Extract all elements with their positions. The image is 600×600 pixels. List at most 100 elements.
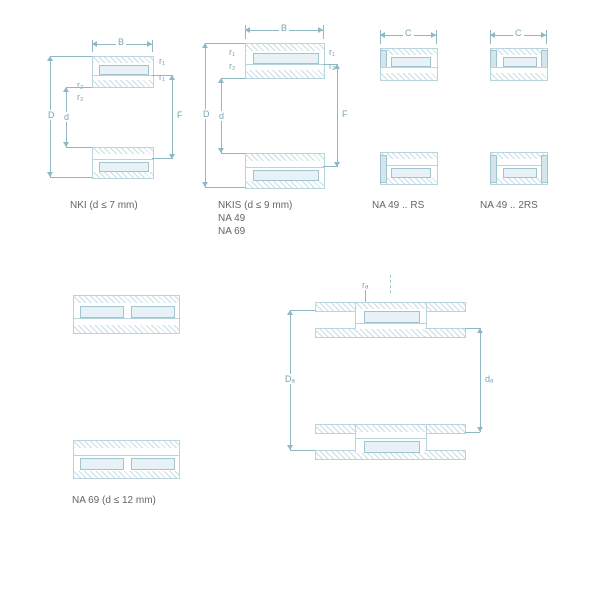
hatch bbox=[74, 296, 179, 303]
hatch bbox=[381, 49, 437, 55]
outer-ring-bot bbox=[355, 438, 427, 460]
dim-ext bbox=[323, 64, 337, 65]
caption-nkis-sub1: NA 49 bbox=[218, 213, 245, 224]
dim-ext bbox=[323, 25, 324, 39]
dim-ext bbox=[365, 290, 366, 302]
dim-arrow bbox=[147, 41, 152, 47]
dim-ext bbox=[50, 177, 92, 178]
hatch bbox=[316, 303, 356, 311]
hatch bbox=[425, 329, 465, 337]
hatch bbox=[425, 451, 465, 459]
dim-label-D: D bbox=[46, 110, 57, 120]
hatch bbox=[246, 44, 324, 51]
inner-ring-bot bbox=[380, 152, 438, 166]
dim-ext bbox=[290, 450, 315, 451]
dim-ext bbox=[465, 432, 480, 433]
dim-label-Da: Dₐ bbox=[283, 374, 297, 384]
dim-label-r2: r₂ bbox=[227, 61, 238, 71]
dim-ext bbox=[152, 75, 172, 76]
roller bbox=[253, 170, 319, 181]
inner-ring-top bbox=[380, 67, 438, 81]
inner-ring-bot bbox=[245, 153, 325, 168]
dim-ext bbox=[290, 310, 315, 311]
shaft-bot-r bbox=[425, 424, 466, 434]
dim-label-r1b: r₁ bbox=[157, 72, 167, 82]
dim-arrow bbox=[431, 32, 436, 38]
dim-ext bbox=[221, 78, 245, 79]
hatch bbox=[74, 325, 179, 333]
shoulder-top-l bbox=[315, 302, 356, 312]
dim-ext bbox=[152, 158, 172, 159]
outer-ring-top bbox=[380, 48, 438, 68]
dim-ext bbox=[66, 147, 92, 148]
roller bbox=[364, 441, 420, 453]
hatch bbox=[425, 303, 465, 311]
dim-arrow bbox=[245, 27, 250, 33]
caption-na49-rs: NA 49 .. RS bbox=[372, 200, 424, 211]
outer-ring-top bbox=[73, 295, 180, 319]
inner-ring-bot bbox=[490, 152, 548, 166]
roller bbox=[503, 168, 537, 178]
caption-nkis-sub2: NA 69 bbox=[218, 226, 245, 237]
outer-ring-top bbox=[490, 48, 548, 68]
diagram-abutment: rₐ Dₐ bbox=[280, 280, 490, 485]
dim-label-D: D bbox=[201, 109, 212, 119]
outer-ring-bot bbox=[92, 159, 154, 179]
roller bbox=[503, 57, 537, 67]
inner-ring-top bbox=[73, 318, 180, 334]
roller bbox=[131, 306, 175, 318]
hatch bbox=[93, 80, 153, 87]
roller bbox=[99, 162, 149, 172]
inner-ring-top bbox=[92, 75, 154, 88]
shaft-top-l bbox=[315, 328, 356, 338]
roller bbox=[80, 306, 124, 318]
dim-ext bbox=[465, 328, 480, 329]
dim-label-d: d bbox=[217, 111, 226, 121]
dim-label-B: B bbox=[116, 37, 126, 47]
hatch bbox=[74, 441, 179, 448]
dim-arrow bbox=[490, 32, 495, 38]
center-line bbox=[390, 275, 391, 293]
hatch bbox=[316, 451, 356, 459]
diagram-nki-d7: B r₁ r₁ r₂ r₂ D F d bbox=[50, 40, 190, 190]
dim-ext bbox=[50, 56, 92, 57]
dim-ext bbox=[205, 43, 245, 44]
shoulder-bot-l bbox=[315, 450, 356, 460]
dim-ext bbox=[436, 30, 437, 44]
hatch bbox=[381, 73, 437, 80]
hatch bbox=[316, 329, 356, 337]
hatch bbox=[356, 425, 426, 432]
dim-label-ra: rₐ bbox=[360, 280, 370, 290]
dim-label-r1: r₁ bbox=[157, 56, 167, 66]
roller bbox=[391, 168, 431, 178]
outer-ring-bot bbox=[490, 165, 548, 185]
inner-ring-bot bbox=[73, 440, 180, 456]
caption-na49-2rs: NA 49 .. 2RS bbox=[480, 200, 538, 211]
dim-label-F: F bbox=[175, 110, 185, 120]
inner-ring-top bbox=[245, 64, 325, 79]
dim-label-r2: r₂ bbox=[75, 80, 86, 90]
hatch bbox=[491, 49, 547, 55]
hatch bbox=[381, 178, 437, 184]
dim-arrow bbox=[541, 32, 546, 38]
caption-na69-d12: NA 69 (d ≤ 12 mm) bbox=[72, 495, 156, 506]
dim-ext bbox=[152, 40, 153, 52]
outer-ring-top bbox=[92, 56, 154, 76]
diagram-na69-d12 bbox=[55, 290, 195, 485]
dim-arrow bbox=[92, 41, 97, 47]
dim-line-F bbox=[172, 75, 173, 159]
hatch bbox=[316, 425, 356, 433]
dim-ext bbox=[546, 30, 547, 44]
hatch bbox=[491, 178, 547, 184]
dim-line-da bbox=[480, 328, 481, 432]
roller bbox=[80, 458, 124, 470]
dim-label-r1b: r₁ bbox=[327, 47, 337, 57]
hatch bbox=[74, 471, 179, 478]
outer-ring-bot bbox=[245, 167, 325, 189]
dim-line-F bbox=[337, 64, 338, 167]
caption-nki-d7: NKI (d ≤ 7 mm) bbox=[70, 200, 138, 211]
dim-label-F: F bbox=[340, 109, 350, 119]
outer-ring-bot bbox=[73, 455, 180, 479]
dim-label-C: C bbox=[513, 28, 524, 38]
hatch bbox=[356, 453, 426, 459]
